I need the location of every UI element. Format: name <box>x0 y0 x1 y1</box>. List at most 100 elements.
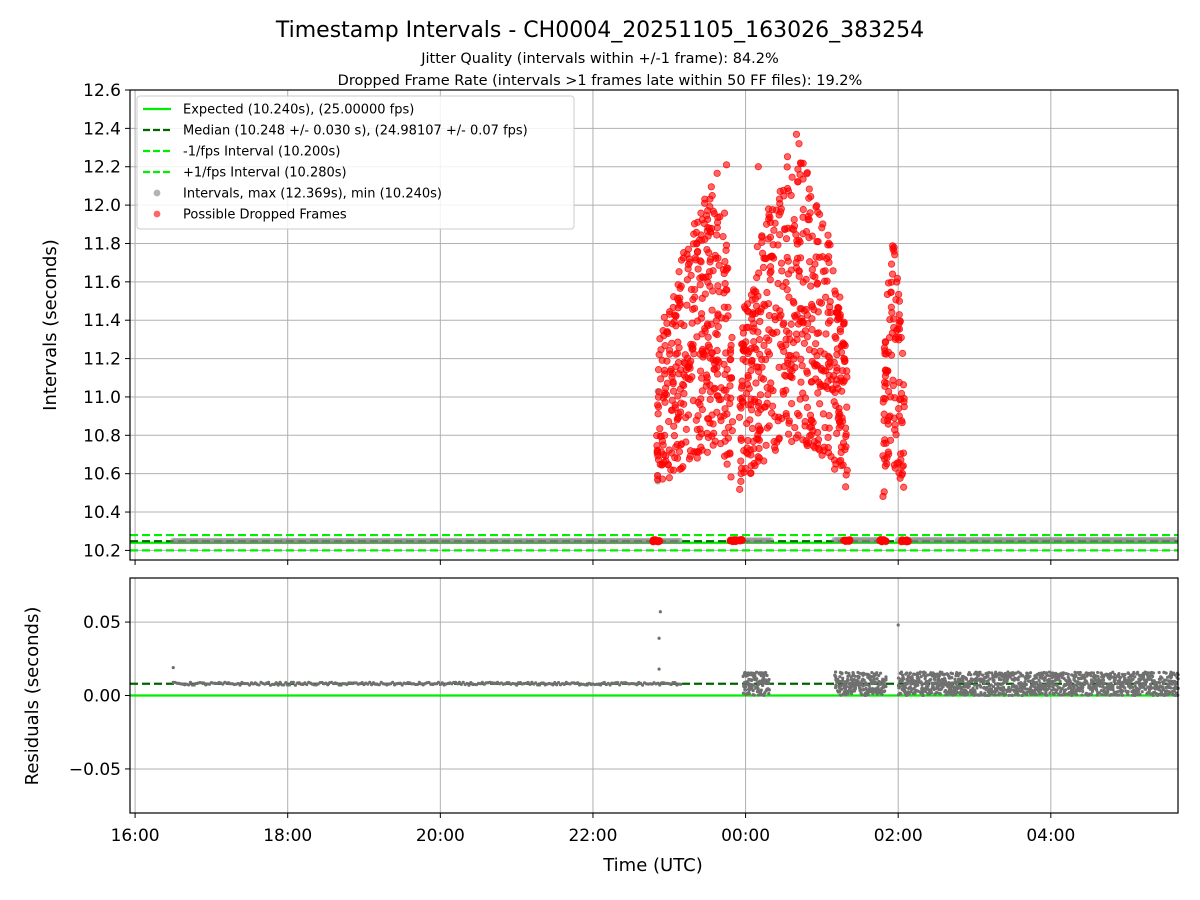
residual-point <box>1034 693 1039 697</box>
residual-point <box>858 686 862 691</box>
residual-point <box>1142 678 1146 682</box>
interval-point <box>1172 536 1179 544</box>
residuals-y-tick-label: −0.05 <box>69 760 121 780</box>
dropped-frame-point <box>754 328 762 336</box>
residual-point <box>467 683 471 687</box>
dropped-frame-point <box>738 536 746 544</box>
dropped-frame-point <box>722 246 730 254</box>
dropped-frame-point <box>766 269 774 277</box>
residual-point <box>997 691 1001 695</box>
residual-point <box>1074 692 1078 696</box>
dropped-frame-point <box>654 403 663 411</box>
dropped-frame-point <box>743 419 751 428</box>
dropped-frame-point <box>826 297 834 306</box>
dropped-frame-point <box>841 445 849 454</box>
residual-point <box>1091 671 1096 675</box>
dropped-frame-point <box>709 207 717 215</box>
dropped-frame-point <box>777 205 785 213</box>
dropped-frame-point <box>737 404 745 412</box>
dropped-frame-point <box>757 305 765 313</box>
residual-point <box>741 691 746 695</box>
dropped-frame-point <box>785 419 793 427</box>
residuals-y-tick-label: 0.05 <box>83 613 121 633</box>
dropped-frame-point <box>812 253 820 261</box>
residual-point <box>1017 675 1021 679</box>
residual-point <box>926 684 930 688</box>
dropped-frame-point <box>883 290 891 299</box>
residual-point <box>999 688 1003 692</box>
residual-point <box>1020 693 1024 698</box>
interval-point <box>767 537 774 544</box>
dropped-frame-point <box>836 418 844 426</box>
residual-point <box>996 686 1000 690</box>
dropped-frame-point <box>876 537 884 545</box>
residual-point <box>767 677 771 682</box>
dropped-frame-point <box>709 267 717 275</box>
dropped-frame-point <box>812 375 820 383</box>
dropped-frame-point <box>709 287 717 295</box>
residual-point <box>1098 679 1102 683</box>
dropped-frame-point <box>897 389 906 398</box>
residual-point <box>1074 673 1078 677</box>
residuals-y-axis-label: Residuals (seconds) <box>22 607 43 786</box>
dropped-frame-point <box>688 319 696 327</box>
dropped-frame-point <box>701 199 709 207</box>
residual-point <box>872 677 876 681</box>
dropped-frame-point <box>813 202 821 210</box>
residual-point <box>1040 691 1044 695</box>
residual-point <box>950 681 954 685</box>
residual-point <box>247 683 252 687</box>
residual-point <box>1164 678 1168 682</box>
dropped-frame-point <box>697 258 705 266</box>
dropped-frame-point <box>808 326 816 334</box>
dropped-frame-point <box>782 372 790 380</box>
residual-point <box>1100 693 1104 697</box>
residual-point <box>921 693 925 697</box>
dropped-frame-point <box>803 403 812 411</box>
residual-point <box>878 671 883 675</box>
dropped-frame-point <box>668 396 676 405</box>
residual-point <box>1161 687 1165 691</box>
residual-point <box>1028 674 1032 678</box>
residual-point <box>1173 673 1177 677</box>
dropped-frame-point <box>783 153 792 161</box>
dropped-frame-point <box>798 362 806 370</box>
residual-point <box>982 679 986 683</box>
dropped-frame-point <box>768 329 776 337</box>
residual-point <box>1052 687 1057 692</box>
residual-point <box>908 671 912 676</box>
residual-point <box>961 679 965 684</box>
dropped-frame-point <box>687 357 695 365</box>
residuals-x-ticks: 16:00 18:00 20:00 22:00 00:00 02:00 04:00 <box>111 813 1075 846</box>
dropped-frame-point <box>694 412 702 420</box>
residual-point <box>1123 672 1127 677</box>
dropped-frame-point <box>765 336 773 344</box>
dropped-frame-point <box>674 392 682 400</box>
dropped-frame-point <box>689 305 697 313</box>
dropped-frame-point <box>707 183 715 191</box>
dropped-frame-point <box>775 435 783 443</box>
dropped-frame-point <box>771 446 780 454</box>
residual-point <box>1135 692 1140 696</box>
chart-subtitle-jitter: Jitter Quality (intervals within +/-1 fr… <box>420 51 779 67</box>
residual-point <box>975 686 979 690</box>
dropped-frame-point <box>881 378 889 386</box>
residual-point <box>933 677 937 681</box>
dropped-frame-point <box>895 412 903 420</box>
residual-point <box>965 692 969 696</box>
dropped-frame-point <box>706 395 714 404</box>
residual-point <box>950 676 954 680</box>
dropped-frame-point <box>776 340 785 349</box>
dropped-frame-point <box>738 377 746 385</box>
residual-point <box>981 673 985 677</box>
residual-point <box>1157 680 1162 685</box>
dropped-frame-point <box>744 323 752 331</box>
dropped-frame-point <box>751 395 759 403</box>
dropped-frame-point <box>756 391 765 399</box>
legend-entry-label: +1/fps Interval (10.280s) <box>183 166 347 181</box>
residual-point <box>976 693 980 697</box>
dropped-frame-point <box>721 280 729 288</box>
legend-swatch-dot <box>153 189 161 197</box>
residual-point <box>848 681 852 685</box>
dropped-frame-point <box>821 267 829 275</box>
